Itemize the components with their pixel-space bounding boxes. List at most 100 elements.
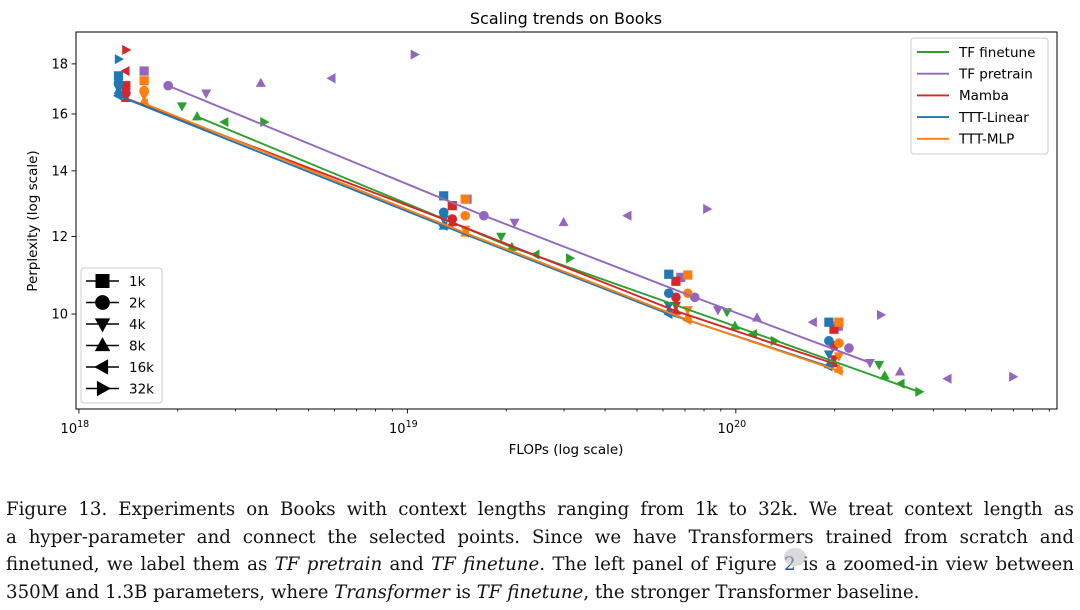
legend-label: 16k bbox=[129, 360, 154, 376]
data-point-16k bbox=[807, 317, 817, 328]
y-tick-label: 12 bbox=[51, 230, 68, 245]
data-point-16k bbox=[942, 373, 952, 384]
legend-label: 8k bbox=[129, 339, 146, 355]
legend-label: 2k bbox=[129, 296, 146, 312]
data-point-1k bbox=[834, 317, 844, 327]
data-point-16k bbox=[326, 73, 336, 84]
data-point-2k bbox=[460, 210, 471, 221]
caption-line: finetuned, we label them as TF pretrain … bbox=[6, 551, 1074, 579]
context-length-legend: 1k 2k 4k 8k 16k 32k bbox=[80, 267, 163, 404]
legend-label: 4k bbox=[129, 317, 146, 333]
data-point-8k bbox=[255, 77, 266, 87]
data-point-1k bbox=[447, 201, 457, 211]
series-points-ttt-linear bbox=[112, 54, 834, 372]
data-point-32k bbox=[565, 253, 576, 264]
x-tick-label: 1018 bbox=[61, 419, 90, 437]
legend-label: TTT-MLP bbox=[958, 132, 1014, 148]
legend-box bbox=[910, 37, 1049, 155]
x-tick-exponent: 20 bbox=[734, 419, 746, 430]
data-point-8k bbox=[558, 216, 569, 227]
legend-label: 32k bbox=[129, 382, 154, 398]
series-points-tf-finetune bbox=[176, 102, 925, 397]
data-point-8k bbox=[894, 366, 906, 376]
caption-text: Transformer bbox=[334, 581, 450, 603]
data-point-1k bbox=[139, 76, 149, 86]
x-tick-label: 1020 bbox=[718, 419, 747, 437]
y-tick-label: 10 bbox=[51, 308, 68, 323]
y-tick-label: 18 bbox=[51, 57, 68, 72]
data-point-8k bbox=[879, 370, 890, 380]
data-point-1k bbox=[829, 324, 839, 334]
watermark-logo-icon bbox=[784, 548, 806, 566]
series-line-ttt-mlp bbox=[143, 102, 840, 372]
data-point-1k bbox=[439, 191, 449, 201]
legend-label: TF finetune bbox=[958, 45, 1035, 61]
data-point-1k bbox=[676, 272, 686, 282]
data-point-1k bbox=[139, 66, 149, 76]
caption-line: a hyper-parameter and connect the select… bbox=[6, 524, 1074, 552]
data-point-32k bbox=[410, 49, 420, 60]
data-point-4k bbox=[201, 89, 212, 99]
data-point-16k bbox=[112, 90, 123, 101]
data-point-32k bbox=[114, 54, 125, 65]
data-point-32k bbox=[703, 203, 713, 215]
legend-marker-triangle-up bbox=[94, 337, 111, 352]
series-line-tf-pretrain bbox=[167, 84, 871, 364]
data-point-32k bbox=[122, 44, 132, 55]
data-point-2k bbox=[438, 207, 449, 218]
plot-frame bbox=[75, 31, 1058, 410]
data-point-1k bbox=[113, 71, 124, 81]
legend-label: 1k bbox=[129, 274, 146, 290]
data-point-16k bbox=[120, 65, 130, 77]
x-tick-exponent: 18 bbox=[77, 419, 89, 430]
x-tick-exponent: 19 bbox=[406, 419, 418, 430]
data-point-1k bbox=[824, 317, 834, 327]
caption-text: TF finetune bbox=[476, 581, 584, 603]
data-point-2k bbox=[834, 338, 844, 348]
data-point-16k bbox=[622, 210, 632, 221]
caption-text: 350M and 1.3B parameters, where bbox=[6, 581, 335, 603]
data-point-4k bbox=[509, 218, 520, 229]
data-point-2k bbox=[663, 288, 674, 299]
y-axis-label: Perplexity (log scale) bbox=[25, 150, 41, 291]
x-tick-label: 1019 bbox=[389, 419, 418, 437]
series-legend: TF finetune TF pretrain Mamba TTT-Linear TTT… bbox=[910, 37, 1049, 155]
caption-text: TF finetune bbox=[431, 554, 540, 575]
data-point-4k bbox=[176, 102, 188, 112]
data-point-4k bbox=[874, 360, 885, 371]
y-tick-label: 14 bbox=[51, 164, 68, 179]
caption-text: finetuned, we label them as bbox=[6, 554, 275, 575]
caption-text: is a zoomed-in view between bbox=[795, 554, 1074, 575]
legend-marker-circle bbox=[95, 295, 110, 310]
caption-line: Figure 13. Experiments on Books with con… bbox=[6, 496, 1074, 524]
caption-line: 350M and 1.3B parameters, where Transfor… bbox=[6, 579, 1074, 607]
data-point-1k bbox=[121, 81, 131, 91]
legend-marker-triangle-down bbox=[94, 318, 111, 333]
caption-text: Figure 13. Experiments on Books with con… bbox=[6, 499, 1074, 520]
x-tick-base: 10 bbox=[718, 422, 735, 437]
data-point-32k bbox=[915, 386, 925, 397]
data-point-4k bbox=[823, 350, 834, 360]
data-point-4k bbox=[833, 352, 844, 362]
series-line-tf-finetune bbox=[196, 115, 920, 393]
caption-text: , the stronger Transformer baseline. bbox=[583, 581, 920, 603]
data-point-1k bbox=[683, 270, 693, 280]
data-point-32k bbox=[1009, 371, 1019, 382]
caption-text: . The left panel of Figure bbox=[539, 554, 784, 575]
data-point-2k bbox=[844, 343, 854, 353]
series-line-mamba bbox=[125, 97, 835, 365]
x-tick-base: 10 bbox=[61, 422, 78, 437]
y-tick-label: 16 bbox=[51, 108, 68, 123]
data-point-1k bbox=[460, 194, 470, 204]
caption-text: a hyper-parameter and connect the select… bbox=[6, 526, 1074, 548]
legend-label: Mamba bbox=[959, 88, 1009, 104]
data-point-1k bbox=[671, 276, 681, 286]
series-points-tf-pretrain bbox=[139, 49, 1019, 384]
data-point-4k bbox=[496, 232, 507, 242]
caption-text: TF pretrain bbox=[274, 554, 383, 575]
caption-text: and bbox=[382, 554, 432, 575]
data-point-32k bbox=[876, 309, 887, 320]
data-point-4k bbox=[712, 306, 723, 316]
legend-marker-triangle-right bbox=[96, 380, 111, 397]
